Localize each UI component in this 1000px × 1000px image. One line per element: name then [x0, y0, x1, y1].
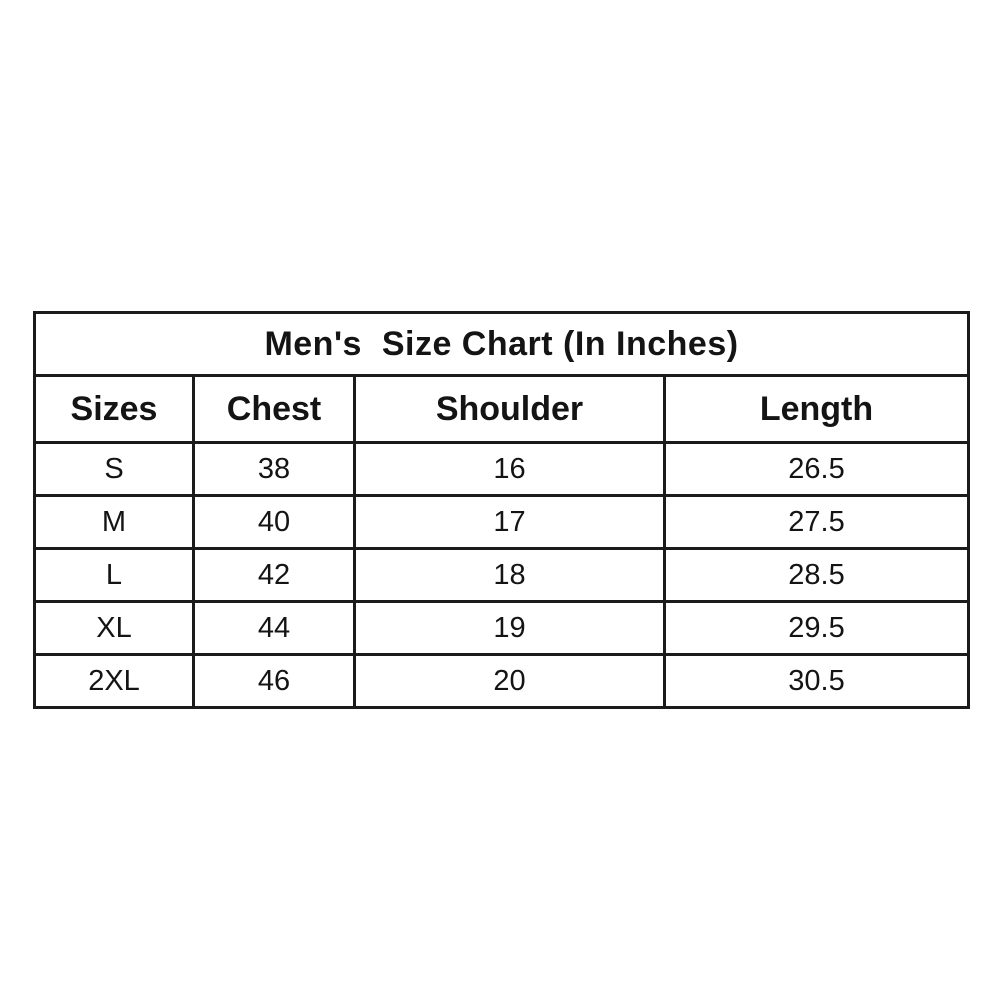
size-cell: L: [33, 547, 195, 603]
table-row-s: S 38 16 26.5: [33, 441, 970, 497]
table-row-m: M 40 17 27.5: [33, 494, 970, 550]
chest-cell: 38: [192, 441, 356, 497]
shoulder-cell: 20: [353, 653, 666, 709]
size-cell: S: [33, 441, 195, 497]
chest-cell: 42: [192, 547, 356, 603]
column-header-length: Length: [663, 374, 970, 444]
shoulder-cell: 18: [353, 547, 666, 603]
size-cell: XL: [33, 600, 195, 656]
shoulder-cell: 19: [353, 600, 666, 656]
size-cell: 2XL: [33, 653, 195, 709]
table-row-2xl: 2XL 46 20 30.5: [33, 653, 970, 709]
column-header-chest: Chest: [192, 374, 356, 444]
length-cell: 27.5: [663, 494, 970, 550]
chest-cell: 44: [192, 600, 356, 656]
size-cell: M: [33, 494, 195, 550]
length-cell: 28.5: [663, 547, 970, 603]
column-header-shoulder: Shoulder: [353, 374, 666, 444]
table-row-xl: XL 44 19 29.5: [33, 600, 970, 656]
length-cell: 30.5: [663, 653, 970, 709]
length-cell: 26.5: [663, 441, 970, 497]
chest-cell: 40: [192, 494, 356, 550]
table-row-l: L 42 18 28.5: [33, 547, 970, 603]
size-chart-table: Men's Size Chart (In Inches) Sizes Chest…: [33, 311, 970, 709]
table-header-row: Sizes Chest Shoulder Length: [33, 374, 970, 444]
shoulder-cell: 17: [353, 494, 666, 550]
shoulder-cell: 16: [353, 441, 666, 497]
chest-cell: 46: [192, 653, 356, 709]
column-header-sizes: Sizes: [33, 374, 195, 444]
table-title: Men's Size Chart (In Inches): [33, 311, 970, 377]
length-cell: 29.5: [663, 600, 970, 656]
table-title-row: Men's Size Chart (In Inches): [33, 311, 970, 377]
